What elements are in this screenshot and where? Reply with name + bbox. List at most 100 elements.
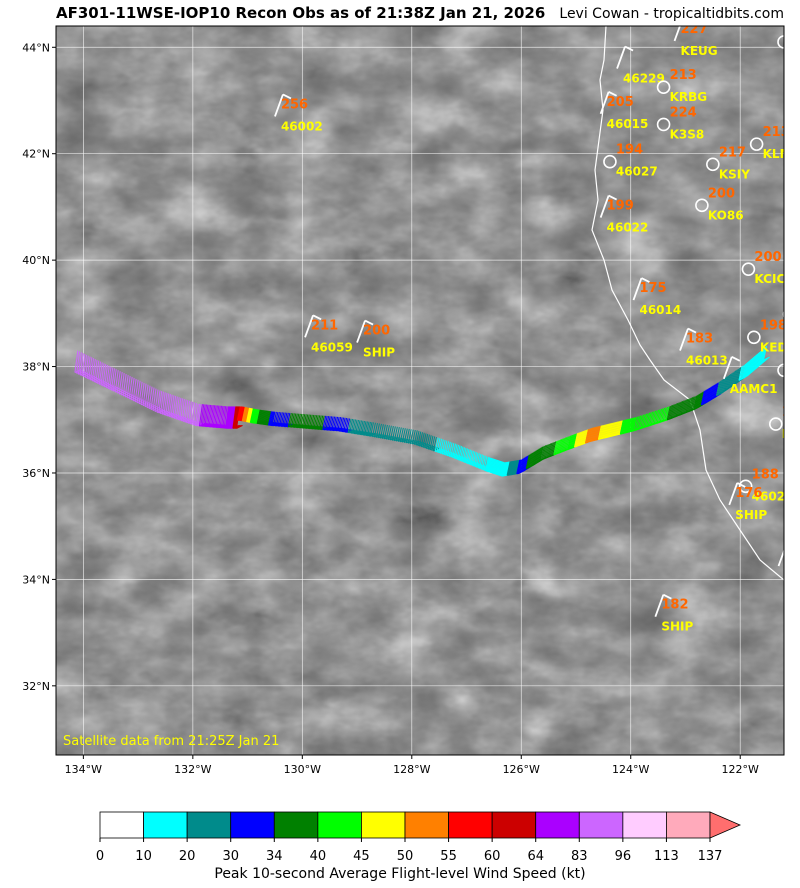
track-barb	[513, 460, 518, 475]
station-keug: 227 KEUG	[673, 26, 718, 58]
track-barb	[668, 405, 673, 420]
track-barb-flag	[81, 372, 89, 377]
track-barb	[107, 366, 112, 389]
track-barb	[605, 423, 610, 438]
track-barb	[606, 423, 611, 438]
station-circle-icon	[738, 479, 753, 494]
station-46011: 18446011	[795, 499, 800, 538]
station-ship: 182 SHIP	[654, 593, 694, 634]
track-barb-flag	[107, 385, 115, 390]
lon-tick-label: 122°W	[722, 763, 759, 776]
lat-tick-label: 42°N	[22, 148, 50, 161]
track-barb	[364, 421, 368, 436]
track-barb	[590, 427, 595, 442]
track-barb	[205, 404, 210, 427]
track-barb	[323, 415, 328, 431]
station-ksiy: 217 KSIY	[706, 145, 750, 181]
track-barb	[216, 405, 221, 428]
track-barb	[293, 413, 298, 428]
track-barb	[628, 417, 633, 433]
track-barb	[760, 348, 765, 363]
track-barb	[494, 460, 499, 475]
track-barb	[684, 399, 689, 414]
track-barb	[697, 392, 702, 407]
track-barb	[180, 398, 185, 422]
track-barb	[443, 440, 448, 455]
colorbar-segment	[230, 811, 275, 839]
station-ship: 176 SHIP	[728, 482, 767, 522]
track-barb	[467, 449, 471, 464]
map-frame	[55, 25, 785, 756]
track-barb	[340, 417, 345, 432]
track-barb	[721, 378, 726, 393]
track-barb	[187, 401, 192, 424]
track-barb	[445, 441, 450, 456]
track-barb	[365, 421, 370, 436]
station-id: KBDN	[790, 45, 800, 59]
track-barb	[114, 370, 119, 393]
track-barb	[530, 451, 535, 466]
colorbar-segment	[622, 811, 667, 839]
station-id: KLMT	[763, 147, 800, 161]
track-barb	[595, 425, 600, 441]
track-barb	[568, 435, 573, 450]
track-barb	[584, 429, 589, 444]
track-barb-flag	[433, 447, 440, 452]
track-barb-flag	[86, 375, 94, 379]
track-barb	[234, 406, 239, 429]
track-barb	[227, 406, 232, 429]
track-barb	[596, 425, 601, 440]
track-barb	[631, 417, 636, 432]
station-kcvh: 180 KCVH	[768, 405, 784, 441]
track-barb	[699, 391, 704, 406]
track-barb	[413, 430, 418, 445]
track-barb	[286, 412, 291, 428]
wind-barb-icon	[722, 356, 733, 380]
track-barb	[213, 405, 218, 428]
track-barb	[696, 393, 701, 408]
track-barb	[611, 422, 616, 437]
track-barb-flag	[165, 412, 172, 416]
track-barb	[624, 418, 629, 434]
track-barb	[453, 444, 458, 459]
track-barb	[373, 423, 378, 438]
track-barb	[510, 460, 515, 475]
track-barb	[391, 426, 396, 441]
track-barb	[706, 387, 711, 402]
track-barb	[304, 414, 309, 429]
track-barb	[462, 447, 467, 463]
track-barb-flag	[83, 373, 90, 378]
track-barb	[458, 446, 463, 461]
station-46022: 199 46022	[599, 194, 648, 235]
track-barb	[536, 448, 541, 463]
station-id: KEUG	[681, 44, 718, 58]
track-barb-flag	[429, 446, 437, 451]
track-barb	[97, 361, 102, 384]
track-barb	[669, 404, 674, 420]
colorbar-tick-label: 55	[440, 849, 457, 864]
track-barb	[112, 369, 117, 392]
track-barb	[652, 410, 657, 425]
track-barb	[517, 459, 522, 474]
track-barb	[655, 409, 660, 424]
track-barb	[264, 410, 269, 425]
track-barb	[120, 373, 125, 396]
track-barb	[576, 431, 581, 447]
track-barb	[255, 409, 260, 424]
colorbar-extend-arrow	[709, 811, 742, 839]
track-barb	[387, 425, 392, 440]
track-barb	[470, 450, 474, 466]
track-barb	[76, 351, 81, 374]
track-barb	[249, 408, 254, 423]
track-barb	[509, 460, 514, 476]
track-barb-flag	[100, 381, 108, 386]
track-barb	[650, 411, 655, 426]
track-barb	[511, 460, 516, 475]
track-barb	[539, 446, 544, 461]
track-barb	[693, 395, 698, 410]
track-barb	[166, 394, 171, 417]
track-barb-flag	[450, 453, 458, 458]
station-circle-icon	[603, 154, 617, 169]
track-barb	[499, 461, 504, 476]
track-barb	[194, 403, 199, 426]
